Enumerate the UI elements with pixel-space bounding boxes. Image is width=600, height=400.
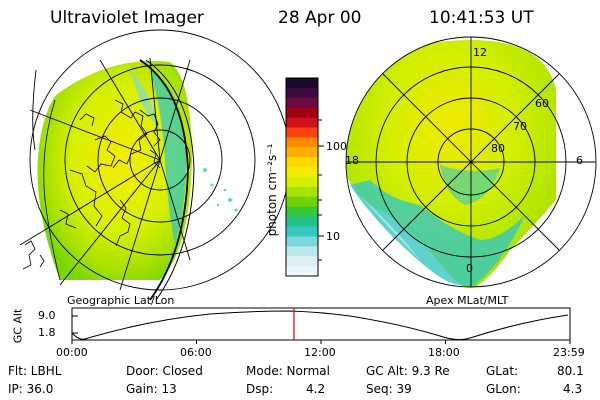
colorbar-band — [286, 256, 318, 267]
colorbar-band — [286, 266, 318, 277]
dsp-value: 4.2 — [306, 382, 326, 396]
colorbar — [286, 78, 318, 277]
date-label: 28 Apr 00 — [278, 8, 362, 28]
filter-info: Flt: LBHL — [8, 364, 62, 378]
glon-label: GLon: — [486, 382, 521, 396]
colorbar-band — [286, 206, 318, 218]
gc-alt-info: GC Alt: 9.3 Re — [366, 364, 450, 378]
glon-value: 4.3 — [563, 382, 583, 396]
colorbar-tick-10: 10 — [326, 230, 340, 243]
instrument-title: Ultraviolet Imager — [50, 8, 204, 28]
mode-info: Mode: Normal — [246, 364, 330, 378]
glat-value: 80.1 — [557, 364, 584, 378]
mlat-label-70: 70 — [513, 120, 527, 133]
mlt-label-0: 0 — [466, 262, 473, 275]
geographic-label: Geographic Lat/Lon — [67, 294, 175, 307]
glat-label: GLat: — [486, 364, 519, 378]
timeline-ytick-9: 9.0 — [38, 309, 56, 322]
colorbar-band — [286, 226, 318, 237]
colorbar-band — [286, 117, 318, 128]
mlat-label-60: 60 — [535, 97, 549, 110]
colorbar-band — [286, 127, 318, 138]
colorbar-band — [286, 216, 318, 227]
mlt-label-18: 18 — [345, 154, 359, 167]
timeline-ytick-1.8: 1.8 — [38, 326, 56, 339]
ip-info: IP: 36.0 — [8, 382, 54, 396]
timeline-axis-label: GC Alt — [11, 308, 25, 344]
geographic-map — [19, 29, 291, 301]
time-label: 10:41:53 UT — [429, 8, 534, 28]
colorbar-band — [286, 196, 318, 208]
timeline-xtick-0600: 06:00 — [180, 346, 212, 359]
timeline-xtick-1200: 12:00 — [304, 346, 336, 359]
mlat-label-80: 80 — [491, 142, 505, 155]
mlt-label-6: 6 — [576, 154, 583, 167]
colorbar-band — [286, 87, 318, 99]
colorbar-unit-label: photon cm⁻²s⁻¹ — [265, 143, 279, 237]
colorbar-band — [286, 78, 318, 89]
colorbar-band — [286, 157, 318, 168]
timeline-xtick-2359: 23:59 — [553, 346, 585, 359]
colorbar-tick-100: 100 — [326, 140, 347, 153]
apex-polar-plot — [345, 36, 597, 288]
mlt-label-12: 12 — [473, 46, 487, 59]
colorbar-band — [286, 137, 318, 148]
door-info: Door: Closed — [126, 364, 203, 378]
timeline-xtick-1800: 18:00 — [428, 346, 460, 359]
seq-info: Seq: 39 — [366, 382, 412, 396]
colorbar-band — [286, 177, 318, 188]
colorbar-band — [286, 167, 318, 178]
colorbar-band — [286, 147, 318, 158]
timeline-xtick-0000: 00:00 — [56, 346, 88, 359]
apex-label: Apex MLat/MLT — [426, 294, 509, 307]
altitude-timeline — [71, 307, 571, 344]
colorbar-band — [286, 246, 318, 257]
gain-info: Gain: 13 — [126, 382, 177, 396]
colorbar-band — [286, 186, 318, 198]
colorbar-band — [286, 97, 318, 109]
colorbar-band — [286, 236, 318, 247]
colorbar-band — [286, 107, 318, 119]
dsp-info: Dsp: — [246, 382, 274, 396]
